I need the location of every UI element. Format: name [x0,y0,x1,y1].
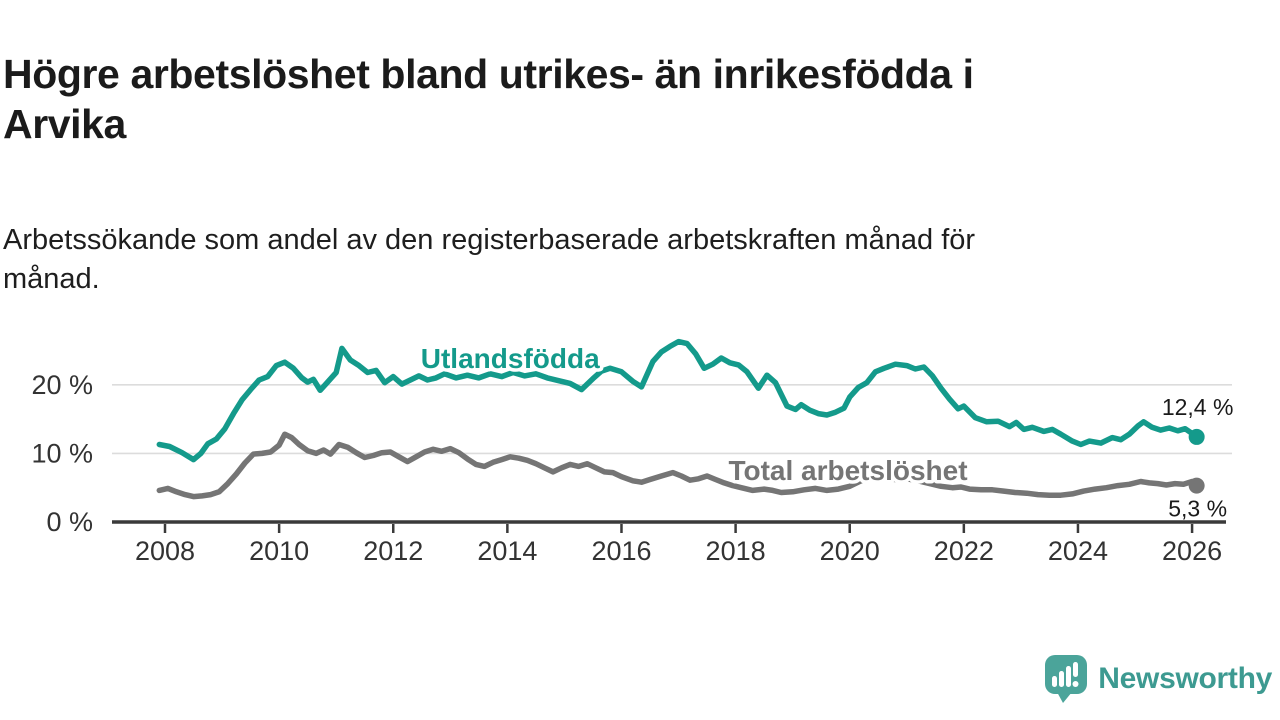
y-tick-label-10: 10 % [31,438,93,468]
page-title-line1: Högre arbetslöshet bland utrikes- än inr… [3,51,974,98]
series-line-total-arbetsloshet [156,431,1200,500]
x-tick-label-2008: 2008 [135,536,195,566]
x-tick-label-2022: 2022 [934,536,994,566]
end-value-label-utlandsfodda: 12,4 % [1162,394,1234,420]
chart-subtitle-line1: Arbetssökande som andel av den registerb… [3,224,976,256]
x-tick-label-2020: 2020 [820,536,880,566]
x-tick-label-2016: 2016 [591,536,651,566]
end-dot-total-arbetsloshet [1188,477,1205,494]
chart-subtitle: Arbetssökande som andel av den registerb… [3,221,1213,299]
newsworthy-logo[interactable]: Newsworthy [1044,654,1272,704]
end-value-label-total-arbetsloshet: 5,3 % [1168,496,1227,522]
y-tick-label-20: 20 % [31,370,93,400]
x-tick-label-2010: 2010 [249,536,309,566]
page-title-line2: Arvika [3,101,126,148]
x-tick-label-2018: 2018 [706,536,766,566]
y-tick-label-0: 0 % [46,507,93,537]
chart-subtitle-line2: månad. [3,263,100,295]
end-dot-utlandsfodda [1188,428,1205,445]
x-tick-label-2024: 2024 [1048,536,1108,566]
series-label-utlandsfodda: Utlandsfödda [421,343,600,374]
x-tick-label-2012: 2012 [363,536,423,566]
newsworthy-icon [1045,655,1088,703]
newsworthy-brand-text: Newsworthy [1098,662,1272,695]
series-line-utlandsfodda [156,338,1200,463]
x-tick-label-2014: 2014 [477,536,537,566]
series-label-total-arbetsloshet: Total arbetslöshet [728,455,967,486]
speech-bubble-chart-icon [1045,655,1088,703]
x-tick-label-2026: 2026 [1162,536,1222,566]
page-title: Högre arbetslöshet bland utrikes- än inr… [3,49,1233,149]
